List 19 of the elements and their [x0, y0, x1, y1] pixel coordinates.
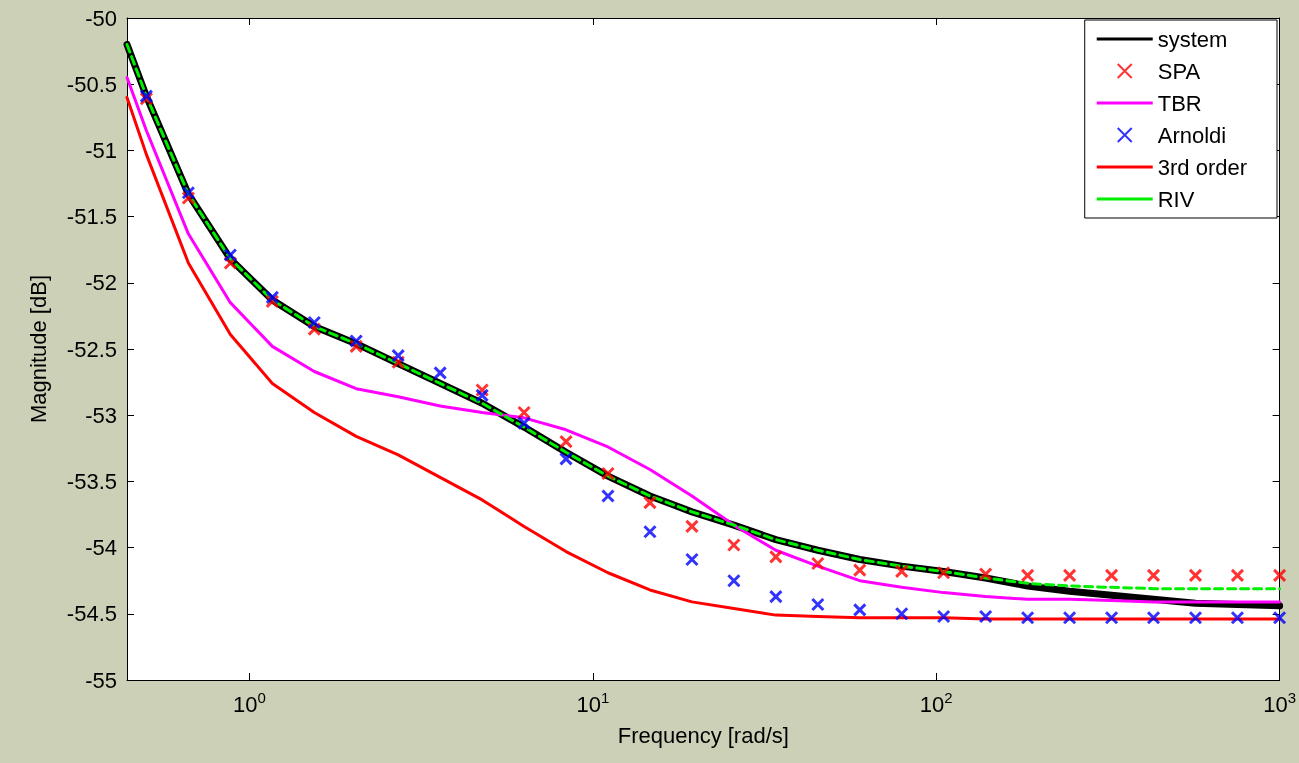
legend-label: SPA — [1157, 58, 1201, 84]
legend-label: RIV — [1157, 186, 1195, 212]
y-tick-label: -51.5 — [66, 204, 117, 230]
legend-label: Arnoldi — [1157, 122, 1227, 148]
legend-label: 3rd order — [1157, 154, 1248, 180]
y-tick-label: -55 — [85, 667, 117, 693]
y-tick-label: -50.5 — [66, 71, 117, 97]
y-tick-label: -50 — [85, 5, 117, 31]
y-tick-label: -53 — [85, 402, 117, 428]
y-tick-label: -54 — [85, 535, 117, 561]
x-axis-title: Frequency [rad/s] — [617, 722, 789, 748]
y-axis-title: Magnitude [dB] — [25, 275, 51, 423]
legend-label: system — [1157, 26, 1228, 52]
y-tick-label: -54.5 — [66, 601, 117, 627]
y-tick-label: -52.5 — [66, 336, 117, 362]
y-tick-label: -53.5 — [66, 468, 117, 494]
y-tick-label: -52 — [85, 270, 117, 296]
y-tick-label: -51 — [85, 137, 117, 163]
legend-label: TBR — [1157, 90, 1202, 116]
